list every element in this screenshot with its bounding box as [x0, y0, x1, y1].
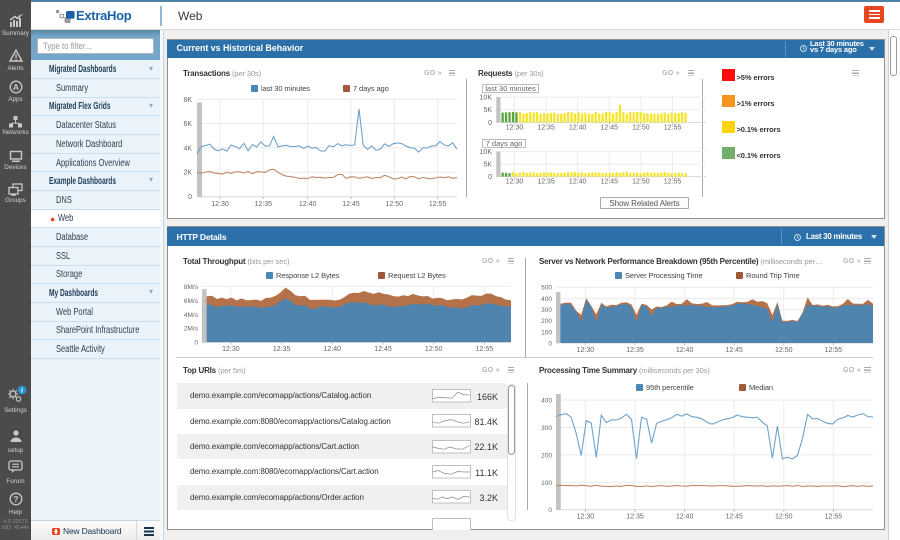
svg-text:12:30: 12:30	[211, 201, 229, 208]
svg-text:4K: 4K	[183, 145, 192, 152]
svg-text:12:40: 12:40	[676, 347, 694, 354]
svg-text:12:30: 12:30	[222, 346, 240, 353]
svg-text:12:45: 12:45	[342, 201, 360, 208]
svg-text:12:50: 12:50	[632, 125, 650, 132]
svg-text:0: 0	[488, 120, 492, 127]
svg-text:12:55: 12:55	[825, 514, 843, 521]
svg-text:?: ?	[13, 494, 18, 504]
svg-text:12:35: 12:35	[273, 346, 291, 353]
svg-text:10K: 10K	[480, 95, 493, 102]
svg-text:400: 400	[541, 296, 552, 303]
svg-text:12:30: 12:30	[506, 179, 524, 186]
svg-text:100: 100	[541, 329, 552, 336]
svg-text:10K: 10K	[480, 149, 493, 156]
svg-text:12:35: 12:35	[537, 125, 555, 132]
svg-text:6K: 6K	[183, 121, 192, 128]
svg-text:8M/s: 8M/s	[184, 284, 199, 291]
svg-text:0: 0	[194, 340, 198, 347]
svg-text:300: 300	[541, 307, 552, 314]
svg-text:A: A	[13, 82, 19, 92]
svg-text:5K: 5K	[483, 107, 492, 114]
svg-text:12:40: 12:40	[324, 346, 342, 353]
svg-text:12:40: 12:40	[569, 179, 587, 186]
svg-text:300: 300	[541, 425, 552, 432]
svg-text:8K: 8K	[183, 97, 192, 104]
svg-text:12:50: 12:50	[632, 179, 650, 186]
svg-text:12:50: 12:50	[386, 201, 404, 208]
svg-text:12:40: 12:40	[299, 201, 317, 208]
svg-text:12:40: 12:40	[676, 514, 694, 521]
svg-text:0: 0	[488, 174, 492, 181]
svg-text:5K: 5K	[483, 162, 492, 169]
svg-text:2K: 2K	[183, 170, 192, 177]
svg-text:500: 500	[541, 285, 552, 292]
svg-text:12:40: 12:40	[569, 125, 587, 132]
svg-text:0: 0	[548, 341, 552, 348]
svg-text:12:35: 12:35	[537, 179, 555, 186]
svg-text:6M/s: 6M/s	[184, 298, 199, 305]
svg-text:12:30: 12:30	[577, 347, 595, 354]
svg-text:12:45: 12:45	[725, 514, 743, 521]
svg-text:12:50: 12:50	[775, 514, 793, 521]
svg-text:i: i	[21, 387, 23, 395]
svg-text:2M/s: 2M/s	[184, 326, 199, 333]
svg-text:4M/s: 4M/s	[184, 312, 199, 319]
svg-text:12:45: 12:45	[725, 347, 743, 354]
svg-text:100: 100	[541, 480, 552, 487]
svg-text:12:45: 12:45	[601, 125, 619, 132]
svg-text:200: 200	[541, 452, 552, 459]
svg-text:12:35: 12:35	[626, 514, 644, 521]
svg-text:12:35: 12:35	[255, 201, 273, 208]
svg-text:200: 200	[541, 318, 552, 325]
svg-text:12:55: 12:55	[664, 125, 682, 132]
svg-text:400: 400	[541, 398, 552, 405]
svg-text:12:50: 12:50	[775, 347, 793, 354]
svg-text:12:30: 12:30	[506, 125, 524, 132]
svg-text:12:45: 12:45	[374, 346, 392, 353]
svg-text:12:35: 12:35	[626, 347, 644, 354]
svg-text:12:55: 12:55	[664, 179, 682, 186]
svg-text:12:55: 12:55	[429, 201, 447, 208]
svg-text:0: 0	[188, 194, 192, 201]
svg-text:12:55: 12:55	[476, 346, 494, 353]
svg-text:12:30: 12:30	[577, 514, 595, 521]
svg-text:12:50: 12:50	[425, 346, 443, 353]
svg-text:0: 0	[548, 507, 552, 514]
svg-text:12:55: 12:55	[825, 347, 843, 354]
svg-text:12:45: 12:45	[601, 179, 619, 186]
